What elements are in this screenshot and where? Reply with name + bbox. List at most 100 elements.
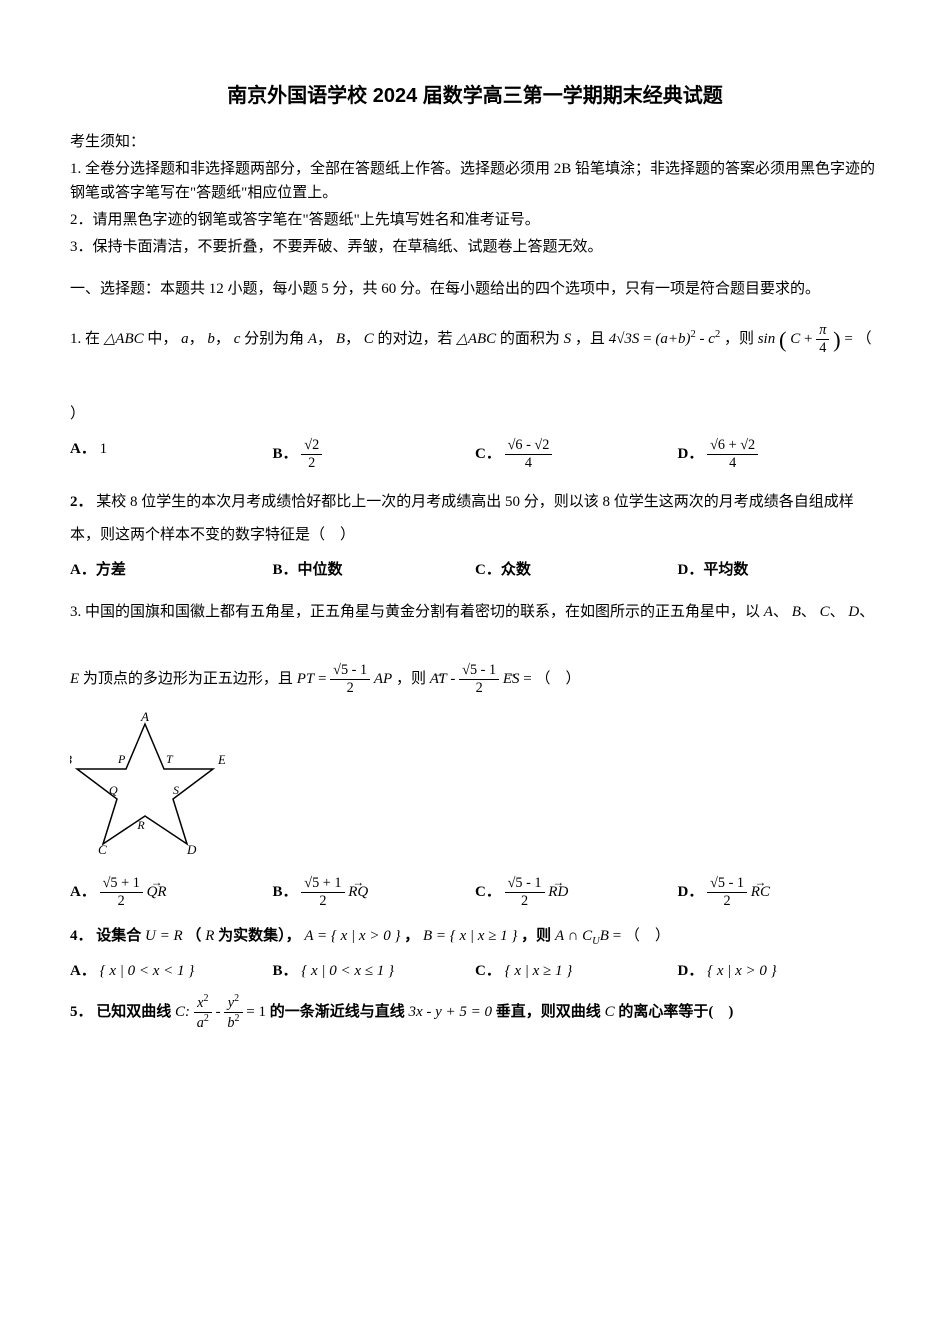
q3-opt-d: D． √5 - 1 2 RC	[678, 875, 881, 910]
q3-opt-d-frac: √5 - 1 2	[707, 875, 747, 910]
q3-AT: AT	[430, 671, 447, 687]
star-label-E: E	[217, 752, 225, 767]
q3-frac2-num: √5 - 1	[459, 662, 499, 680]
q4-paren: （ ）	[625, 928, 670, 944]
q3-eq1: =	[318, 671, 330, 687]
section-1-header: 一、选择题：本题共 12 小题，每小题 5 分，共 60 分。在每小题给出的四个…	[70, 277, 880, 301]
q1-opt-b-frac: √2 2	[301, 437, 322, 472]
q1-sin: sin	[758, 331, 776, 347]
q1-opt-d-label: D．	[678, 446, 704, 462]
q1-opt-d-num: √6 + √2	[707, 437, 758, 455]
q1-sin-frac: π 4	[816, 322, 829, 357]
q1-S: S	[564, 331, 572, 347]
q5-text-d: 的离心率等于( )	[618, 1004, 733, 1020]
q1-text-b: 中，	[147, 331, 177, 347]
q4-opt-c: C． { x | x ≥ 1 }	[475, 959, 678, 983]
q3-minus: -	[450, 671, 459, 687]
q3-AP: AP	[374, 671, 392, 687]
q1-f1-csq: 2	[715, 329, 720, 340]
q1-opt-a-label: A．	[70, 441, 96, 457]
q3-A: A	[764, 604, 773, 620]
q4-text-d: ，则	[521, 928, 551, 944]
star-label-T: T	[166, 752, 174, 766]
question-1: 1. 在 △ABC 中， a， b， c 分别为角 A， B， C 的对边，若 …	[70, 315, 880, 431]
question-4: 4． 设集合 U = R （ R 为实数集）， A = { x | x > 0 …	[70, 920, 880, 953]
star-label-C: C	[98, 842, 107, 857]
q1-A: A	[308, 331, 317, 347]
q1-sep1: ，	[189, 331, 204, 347]
q3-opt-b-vec: RQ	[348, 884, 368, 900]
q4-num: 4．	[70, 928, 93, 944]
q3-opt-c-den: 2	[505, 893, 545, 910]
q1-opt-c-num: √6 - √2	[505, 437, 553, 455]
star-label-A: A	[140, 709, 149, 724]
q1-B: B	[336, 331, 345, 347]
q3-opt-d-num: √5 - 1	[707, 875, 747, 893]
pentagram-icon: A B E C D P T Q R S	[70, 709, 225, 859]
q1-opt-c-label: C．	[475, 446, 501, 462]
q3-opt-b-den: 2	[301, 893, 344, 910]
q3-options: A． √5 + 1 2 QR B． √5 + 1 2 RQ C． √5 - 1 …	[70, 875, 880, 910]
q4-U: U	[145, 928, 156, 944]
q4-text-b: （	[186, 928, 201, 944]
notice-line-1: 1. 全卷分选择题和非选择题两部分，全部在答题纸上作答。选择题必须用 2B 铅笔…	[70, 157, 880, 205]
q4-opt-c-val: { x | x ≥ 1 }	[505, 963, 573, 979]
q3-sep4: 、	[859, 604, 874, 620]
q5-text-c: 垂直，则双曲线	[496, 1004, 601, 1020]
q4-opt-d-label: D．	[678, 963, 704, 979]
q1-sin-plus: +	[804, 331, 816, 347]
q3-star-figure: A B E C D P T Q R S	[70, 709, 880, 867]
q1-C: C	[364, 331, 374, 347]
q1-a: a	[181, 331, 189, 347]
q1-f1-eq: =	[643, 331, 651, 347]
star-label-P: P	[117, 752, 126, 766]
q5-line: 3x - y + 5 = 0	[408, 1004, 492, 1020]
q1-opt-c: C． √6 - √2 4	[475, 437, 678, 472]
q5-frac2-num: y2	[224, 993, 242, 1013]
q3-opt-a-num: √5 + 1	[100, 875, 143, 893]
q3-opt-b: B． √5 + 1 2 RQ	[273, 875, 476, 910]
q1-opt-b: B． √2 2	[273, 437, 476, 472]
q5-text-b: 的一条渐近线与直线	[270, 1004, 405, 1020]
q3-E: E	[70, 671, 79, 687]
q1-paren-open: （	[857, 331, 872, 347]
q1-paren-close: ）	[70, 406, 85, 422]
q1-sep2: ，	[215, 331, 230, 347]
q1-sin-frac-den: 4	[816, 340, 829, 357]
q1-opt-b-num: √2	[301, 437, 322, 455]
q3-opt-a-den: 2	[100, 893, 143, 910]
q1-opt-c-frac: √6 - √2 4	[505, 437, 553, 472]
exam-notice: 考生须知： 1. 全卷分选择题和非选择题两部分，全部在答题纸上作答。选择题必须用…	[70, 130, 880, 259]
q4-eq: =	[613, 928, 625, 944]
q3-opt-a-frac: √5 + 1 2	[100, 875, 143, 910]
exam-title: 南京外国语学校 2024 届数学高三第一学期期末经典试题	[70, 80, 880, 112]
q1-opt-d-den: 4	[707, 455, 758, 472]
star-label-Q: Q	[109, 783, 118, 797]
q4-options: A． { x | 0 < x < 1 } B． { x | 0 < x ≤ 1 …	[70, 959, 880, 983]
q4-text-c: 为实数集），	[218, 928, 301, 944]
q4-text-a: 设集合	[96, 928, 141, 944]
q3-frac1-num: √5 - 1	[330, 662, 370, 680]
q3-text-b: 为顶点的多边形为正五边形，且	[83, 671, 293, 687]
q1-b: b	[207, 331, 215, 347]
q3-opt-a-vec: QR	[147, 884, 167, 900]
q1-opt-b-den: 2	[301, 455, 322, 472]
q3-D: D	[848, 604, 859, 620]
q3-text-c: ，则	[396, 671, 426, 687]
q4-opt-b: B． { x | 0 < x ≤ 1 }	[273, 959, 476, 983]
q1-opt-a: A． 1	[70, 437, 273, 472]
q1-text-e: 的面积为	[500, 331, 560, 347]
q3-B: B	[792, 604, 801, 620]
q4-eqR: = R	[160, 928, 183, 944]
q2-text: 某校 8 位学生的本次月考成绩恰好都比上一次的月考成绩高出 50 分，则以该 8…	[70, 494, 854, 543]
pentagram-shape	[77, 724, 213, 844]
q1-f1-minus: -	[700, 331, 709, 347]
q5-C2: C	[605, 1004, 615, 1020]
q3-opt-b-label: B．	[273, 884, 298, 900]
q3-sep1: 、	[773, 604, 788, 620]
q1-f1-c: c	[708, 331, 715, 347]
q1-sep3: ，	[317, 331, 332, 347]
q3-opt-c-vec: RD	[548, 884, 568, 900]
q5-frac2: y2 b2	[224, 993, 242, 1032]
q1-text-c: 分别为角	[244, 331, 304, 347]
